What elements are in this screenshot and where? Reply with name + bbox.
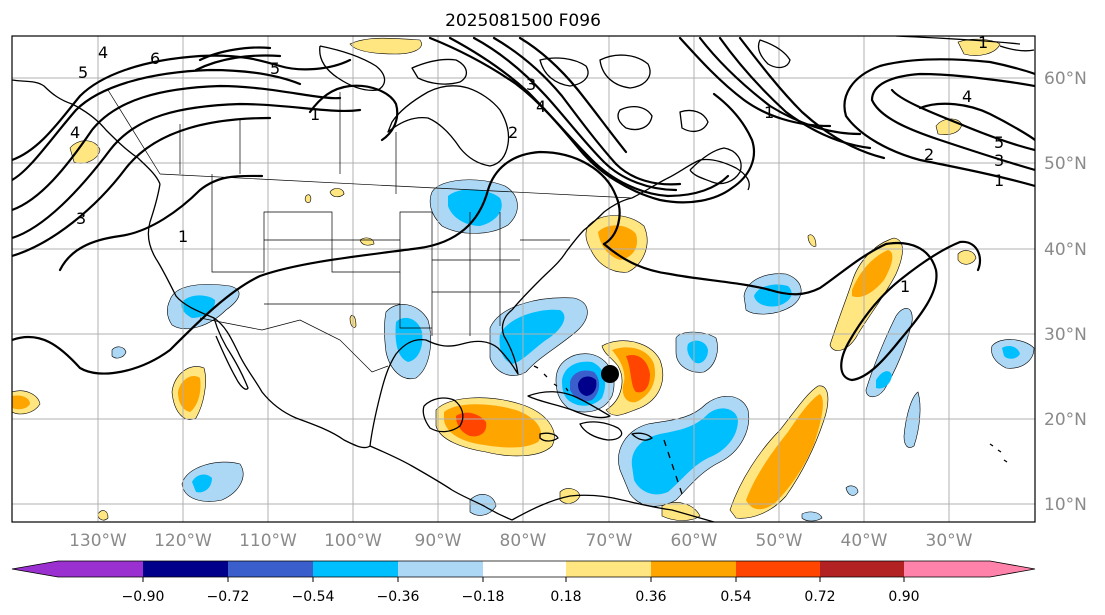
longitude-axis: 130°W 120°W 110°W 100°W 90°W 80°W 70°W 6… bbox=[69, 531, 973, 551]
colorbar-tick-label: 0.72 bbox=[804, 589, 835, 605]
coastlines bbox=[12, 36, 1035, 522]
colorbar-tick-label: 0.54 bbox=[720, 589, 751, 605]
lon-label: 80°W bbox=[500, 531, 547, 551]
contour-label: 3 bbox=[76, 209, 86, 228]
lat-label: 40°N bbox=[1044, 240, 1087, 260]
colorbar-bin bbox=[228, 561, 313, 577]
lat-label: 20°N bbox=[1044, 410, 1087, 430]
colorbar-bin bbox=[651, 561, 736, 577]
lat-label: 10°N bbox=[1044, 495, 1087, 515]
lon-label: 40°W bbox=[841, 531, 888, 551]
latitude-axis: 60°N 50°N 40°N 30°N 20°N 10°N bbox=[1044, 69, 1087, 515]
contour-label: 1 bbox=[994, 171, 1004, 190]
colorbar-extend-low bbox=[12, 561, 58, 577]
lon-label: 110°W bbox=[239, 531, 297, 551]
colorbar-bin bbox=[143, 561, 228, 577]
colorbar-bin bbox=[736, 561, 820, 577]
contour-label: 4 bbox=[962, 87, 972, 106]
lat-label: 60°N bbox=[1044, 69, 1087, 89]
colorbar: −0.90 −0.72 −0.54 −0.36 −0.18 0.18 0.36 … bbox=[11, 560, 1036, 605]
contour-label: 1 bbox=[764, 103, 774, 122]
contour-label: 2 bbox=[924, 145, 934, 164]
contour-label: 4 bbox=[536, 97, 546, 116]
colorbar-tick-label: 0.18 bbox=[550, 589, 581, 605]
colorbar-bin bbox=[820, 561, 904, 577]
colorbar-tick-label: −0.36 bbox=[377, 589, 420, 605]
colorbar-tick-label: 0.90 bbox=[888, 589, 919, 605]
contour-label: 2 bbox=[508, 123, 518, 142]
borders bbox=[107, 89, 633, 373]
contour-label: 1 bbox=[900, 277, 910, 296]
colorbar-bin bbox=[58, 561, 143, 577]
lon-label: 60°W bbox=[671, 531, 718, 551]
storm-center-marker bbox=[601, 365, 619, 383]
contour-label: 3 bbox=[994, 151, 1004, 170]
contour-label: 5 bbox=[78, 63, 88, 82]
lon-label: 120°W bbox=[154, 531, 212, 551]
colorbar-bin bbox=[904, 561, 990, 577]
shaded-anomalies bbox=[12, 37, 1035, 522]
contour-label: 6 bbox=[150, 49, 160, 68]
map-frame bbox=[11, 35, 1036, 523]
colorbar-ticks bbox=[142, 577, 905, 582]
contour-label: 4 bbox=[70, 123, 80, 142]
contour-labels: 4 5 6 5 1 4 1 3 4 2 1 1 4 2 3 5 1 1 3 bbox=[70, 33, 1004, 296]
graticule bbox=[12, 36, 1035, 522]
lon-label: 30°W bbox=[926, 531, 973, 551]
colorbar-tick-label: −0.54 bbox=[292, 589, 335, 605]
colorbar-bin bbox=[566, 561, 651, 577]
colorbar-bin bbox=[483, 561, 566, 577]
colorbar-tick-label: −0.90 bbox=[122, 589, 165, 605]
lat-label: 50°N bbox=[1044, 154, 1087, 174]
lon-label: 90°W bbox=[415, 531, 462, 551]
colorbar-tick-label: −0.18 bbox=[462, 589, 505, 605]
contours bbox=[12, 36, 1035, 382]
contour-label: 5 bbox=[994, 133, 1004, 152]
lat-label: 30°N bbox=[1044, 325, 1087, 345]
contour-label: 1 bbox=[310, 105, 320, 124]
colorbar-tick-label: −0.72 bbox=[207, 589, 250, 605]
contour-label: 1 bbox=[978, 33, 988, 52]
colorbar-bin bbox=[313, 561, 398, 577]
colorbar-tick-label: 0.36 bbox=[635, 589, 666, 605]
contour-label: 4 bbox=[98, 43, 108, 62]
lon-label: 100°W bbox=[324, 531, 382, 551]
contour-label: 1 bbox=[178, 227, 188, 246]
lon-label: 130°W bbox=[69, 531, 127, 551]
colorbar-extend-high bbox=[990, 561, 1035, 577]
map-title: 2025081500 F096 bbox=[445, 11, 601, 31]
lon-label: 70°W bbox=[586, 531, 633, 551]
map-area: 4 5 6 5 1 4 1 3 4 2 1 1 4 2 3 5 1 1 3 bbox=[12, 33, 1035, 522]
contour-label: 3 bbox=[526, 75, 536, 94]
contour-label: 5 bbox=[270, 59, 280, 78]
lon-label: 50°W bbox=[756, 531, 803, 551]
colorbar-bin bbox=[398, 561, 483, 577]
